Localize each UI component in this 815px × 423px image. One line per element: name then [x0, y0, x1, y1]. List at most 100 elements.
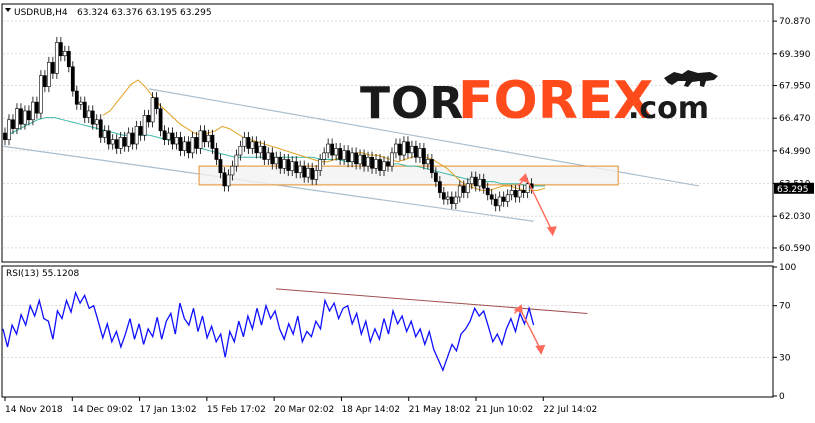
- candle: [362, 149, 366, 172]
- rsi-axis-ticks: 100 70 30 0: [773, 263, 796, 402]
- candle-body: [158, 108, 163, 132]
- candle-body: [421, 148, 426, 165]
- candle-body: [126, 132, 131, 147]
- time-axis: 14 Nov 2018 14 Dec 09:02 17 Jan 13:02 15 Fe…: [4, 397, 597, 415]
- candle: [509, 184, 514, 201]
- price-pane: 70.87069.39067.95066.47064.99063.51062.0…: [1, 3, 814, 263]
- candle-body: [3, 132, 7, 140]
- time-tick-label: 20 Mar 02:02: [274, 405, 334, 415]
- candle: [421, 142, 426, 170]
- candle: [218, 153, 223, 179]
- candle-body: [114, 139, 119, 149]
- candle-body: [11, 119, 15, 129]
- candle: [122, 131, 127, 152]
- candle-body: [505, 194, 510, 202]
- candle-body: [314, 170, 319, 180]
- candle: [286, 153, 291, 177]
- candle: [39, 70, 43, 119]
- candle-body: [27, 110, 31, 121]
- candle-body: [15, 108, 19, 129]
- candle: [453, 191, 458, 210]
- candle: [370, 151, 374, 174]
- candle-body: [90, 110, 95, 125]
- candle: [146, 109, 151, 128]
- candle: [194, 131, 199, 154]
- candle-body: [206, 134, 211, 143]
- candle-body: [74, 90, 79, 105]
- candle-body: [394, 143, 398, 154]
- candle: [517, 184, 522, 203]
- candle-body: [326, 143, 331, 154]
- candle-body: [294, 161, 299, 174]
- time-tick-label: 15 Feb 17:02: [207, 405, 266, 415]
- candle-body: [170, 132, 175, 145]
- candle: [437, 176, 442, 199]
- candle-body: [453, 196, 458, 204]
- price-tick-label: 70.870: [779, 17, 811, 27]
- candle-body: [418, 148, 422, 158]
- candle: [154, 92, 159, 115]
- candle: [11, 114, 15, 135]
- candle: [358, 149, 362, 170]
- candle-body: [338, 148, 343, 160]
- price-tick-label: 62.030: [779, 212, 811, 222]
- candle-body: [406, 141, 410, 154]
- candle: [206, 129, 211, 148]
- svg-text:.com: .com: [628, 91, 709, 126]
- candle-body: [473, 176, 478, 187]
- candle: [31, 96, 35, 126]
- candle: [226, 169, 231, 192]
- candle: [70, 61, 75, 97]
- candle: [126, 127, 131, 152]
- candle: [246, 131, 251, 154]
- candle: [254, 136, 259, 159]
- price-candles: [3, 37, 534, 212]
- candle-body: [509, 190, 514, 196]
- candle-body: [234, 154, 239, 167]
- candle-body: [134, 126, 139, 145]
- candle-body: [250, 141, 255, 149]
- rsi-header-label: RSI(13) 55.1208: [6, 269, 79, 279]
- candle: [190, 131, 195, 159]
- candle: [298, 160, 303, 179]
- candle-body: [31, 101, 35, 121]
- time-tick-label: 17 Jan 13:02: [140, 405, 197, 415]
- price-forecast: [517, 173, 557, 237]
- candle: [318, 153, 323, 177]
- candle: [386, 156, 390, 172]
- candle-body: [390, 152, 394, 167]
- candle: [457, 180, 462, 203]
- rsi-pane: 100 70 30 0 RSI(13) 55.1208: [1, 263, 796, 402]
- price-forecast-arrowhead: [546, 226, 557, 237]
- candle: [222, 167, 227, 192]
- candle-body: [346, 150, 350, 162]
- price-tick-label: 60.590: [779, 244, 811, 254]
- candle-body: [254, 141, 259, 154]
- candle: [505, 189, 510, 207]
- svg-text:FOREX: FOREX: [458, 71, 653, 131]
- candle: [58, 37, 63, 62]
- candle: [497, 191, 502, 212]
- candle-body: [106, 130, 111, 145]
- candle: [326, 138, 331, 159]
- candle: [174, 131, 179, 150]
- candle: [214, 142, 219, 165]
- support-zone-rect: [198, 165, 619, 186]
- candle: [274, 151, 279, 170]
- candle: [469, 171, 474, 190]
- svg-text:TOR: TOR: [360, 78, 464, 129]
- candle: [461, 180, 466, 199]
- candle: [86, 105, 91, 124]
- candle-body: [414, 145, 418, 158]
- candle-body: [477, 179, 482, 187]
- candle: [230, 160, 235, 181]
- candle-body: [342, 150, 347, 160]
- candle: [238, 140, 243, 161]
- candle: [42, 70, 47, 93]
- candle-body: [166, 132, 171, 140]
- candle-body: [78, 101, 83, 105]
- time-tick-label: 21 Jun 10:02: [476, 405, 533, 415]
- candle-body: [441, 192, 446, 200]
- candle-body: [445, 196, 450, 200]
